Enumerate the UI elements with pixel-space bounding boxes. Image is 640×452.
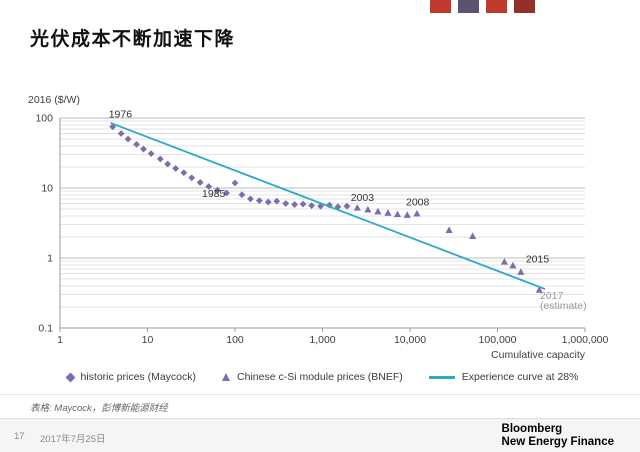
svg-text:1985: 1985 (202, 188, 226, 200)
logo-block (486, 0, 507, 13)
line-marker-icon (428, 375, 455, 379)
chart-legend: historic prices (Maycock) Chinese c-Si m… (60, 371, 585, 383)
legend-item-chinese-module-prices: Chinese c-Si module prices (BNEF) (222, 371, 403, 383)
axes (59, 118, 585, 329)
x-axis-title: Cumulative capacity (491, 349, 586, 361)
svg-text:1,000: 1,000 (309, 334, 335, 346)
bnef-logo-line2: New Energy Finance (501, 436, 614, 449)
svg-text:1: 1 (47, 253, 53, 265)
slide-title: 光伏成本不断加速下降 (30, 29, 236, 50)
footer-divider (0, 394, 640, 395)
svg-text:100,000: 100,000 (479, 334, 517, 346)
legend-label: historic prices (Maycock) (80, 371, 197, 383)
y-axis-ticks: 100 10 1 0.1 (35, 113, 53, 335)
footer-date: 2017年7月25日 (40, 434, 106, 445)
x-axis-ticks: 1 10 100 1,000 10,000 100,000 1,000,000 (57, 328, 609, 346)
svg-text:1976: 1976 (109, 109, 133, 121)
legend-label: Experience curve at 28% (461, 371, 579, 383)
logo-block (514, 0, 535, 13)
legend-item-historic-prices: historic prices (Maycock) (65, 371, 197, 383)
svg-text:10: 10 (41, 183, 53, 195)
svg-text:2015: 2015 (526, 254, 550, 266)
legend-label: Chinese c-Si module prices (BNEF) (237, 371, 403, 383)
logo-block (430, 0, 451, 13)
svg-text:0.1: 0.1 (38, 323, 53, 335)
svg-text:10: 10 (142, 334, 154, 346)
svg-text:2008: 2008 (406, 197, 430, 209)
series-2 (110, 122, 546, 290)
series-0 (109, 123, 351, 211)
header-logo-blocks (430, 0, 535, 13)
annotations: 1976 1985 2003 2008 2015 2017 (estimate) (109, 109, 587, 312)
source-note: 表格: Maycock，彭博新能源财经 (30, 403, 168, 414)
logo-block (458, 0, 479, 13)
svg-text:10,000: 10,000 (394, 334, 426, 346)
svg-text:1: 1 (57, 334, 63, 346)
svg-text:100: 100 (35, 113, 53, 125)
triangle-marker-icon (222, 373, 231, 381)
svg-text:2003: 2003 (351, 192, 375, 204)
legend-item-experience-curve: Experience curve at 28% (428, 371, 579, 383)
bnef-logo: Bloomberg New Energy Finance (502, 423, 614, 449)
bnef-logo-line1: Bloomberg (501, 423, 563, 435)
y-axis-title: 2016 ($/W) (28, 94, 80, 106)
series-1 (353, 204, 543, 293)
diamond-marker-icon (65, 372, 75, 382)
svg-text:2017(estimate): 2017 (estimate) (540, 290, 587, 312)
gridlines (60, 117, 585, 329)
footer-bar: 17 2017年7月25日 Bloomberg New Energy Finan… (0, 418, 640, 452)
svg-text:1,000,000: 1,000,000 (562, 334, 609, 346)
page-number: 17 (14, 431, 25, 442)
svg-text:100: 100 (226, 334, 244, 346)
